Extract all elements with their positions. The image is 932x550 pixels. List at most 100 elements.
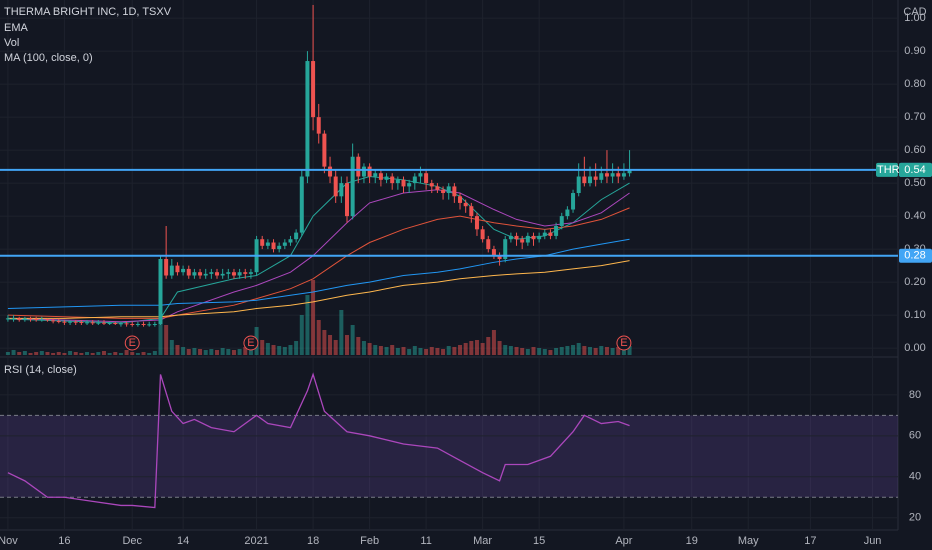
x-tick-label: May	[738, 535, 759, 547]
plot	[0, 4, 898, 509]
y-tick-label: 0.00	[904, 342, 925, 354]
volume-bar	[361, 341, 366, 355]
candle-body	[435, 186, 440, 190]
volume-bar	[344, 335, 349, 355]
volume-bar	[101, 351, 106, 355]
candle-body	[565, 209, 570, 217]
volume-bar	[175, 345, 180, 355]
volume-bar	[593, 348, 598, 355]
volume-bar	[559, 347, 564, 355]
candle-body	[181, 268, 186, 273]
volume-bar	[316, 320, 321, 355]
volume-bar	[503, 345, 508, 355]
x-tick-label: 14	[177, 535, 189, 547]
y-tick-label: 20	[909, 512, 921, 524]
candle-body	[28, 318, 33, 320]
candle-body	[339, 183, 344, 197]
volume-bar	[28, 353, 33, 355]
volume-bar	[158, 320, 163, 355]
candle-body	[373, 173, 378, 177]
candle-body	[192, 272, 197, 276]
candle-body	[17, 318, 22, 321]
x-tick-label: Nov	[0, 535, 18, 547]
candle-body	[593, 176, 598, 180]
volume-bar	[514, 347, 519, 355]
candle-body	[237, 272, 242, 276]
indicator-label: Vol	[4, 37, 19, 49]
volume-bar	[135, 353, 140, 355]
candle-body	[277, 245, 282, 250]
candle-body	[107, 323, 112, 325]
rsi-band	[0, 415, 898, 498]
candle-body	[215, 272, 220, 276]
volume-bar	[51, 353, 56, 355]
earnings-label: E	[247, 337, 254, 349]
candle-body	[361, 166, 366, 177]
volume-bar	[458, 345, 463, 355]
candle-body	[333, 176, 338, 197]
candle-body	[220, 273, 225, 276]
volume-bar	[339, 310, 344, 355]
volume-bar	[164, 325, 169, 355]
candle-body	[22, 318, 27, 321]
volume-bar	[401, 347, 406, 355]
candle-body	[554, 226, 559, 236]
candle-body	[344, 183, 349, 217]
candle-body	[198, 272, 203, 276]
candle-body	[452, 186, 457, 197]
candle-body	[288, 239, 293, 243]
currency: CAD	[903, 6, 926, 18]
candle-body	[34, 319, 39, 321]
volume-bar	[616, 347, 621, 355]
chart-title: THERMA BRIGHT INC, 1D, TSXV	[4, 6, 172, 18]
volume-bar	[571, 345, 576, 355]
candle-body	[62, 321, 67, 323]
volume-bar	[582, 346, 587, 355]
volume-bar	[294, 341, 299, 355]
indicator-label: EMA	[4, 22, 29, 34]
candle-body	[311, 61, 316, 118]
y-tick-label: 60	[909, 430, 921, 442]
volume-bar	[491, 330, 496, 355]
volume-bar	[565, 346, 570, 355]
volume-bar	[11, 350, 16, 355]
candle-body	[147, 324, 152, 326]
volume-bar	[305, 295, 310, 355]
volume-bar	[124, 350, 129, 355]
volume-bar	[271, 345, 276, 355]
candle-body	[576, 176, 581, 194]
volume-bar	[435, 348, 440, 355]
volume-bar	[367, 343, 372, 355]
candle-body	[418, 173, 423, 177]
volume-bar	[480, 343, 485, 355]
volume-bar	[525, 349, 530, 355]
volume-bar	[152, 351, 157, 355]
volume-bar	[277, 346, 282, 355]
volume-bar	[96, 352, 101, 355]
volume-bar	[328, 335, 333, 355]
moving-average	[7, 207, 630, 319]
candle-body	[548, 232, 553, 236]
x-tick-label: 19	[686, 535, 698, 547]
candle-body	[458, 196, 463, 203]
candle-body	[520, 239, 525, 243]
volume-bar	[56, 352, 61, 355]
earnings-marker	[243, 335, 259, 351]
candle-body	[424, 173, 429, 184]
candle-body	[203, 273, 208, 276]
candle-body	[604, 173, 609, 177]
candle-body	[525, 235, 530, 243]
volume-bar	[299, 315, 304, 355]
candle-body	[350, 156, 355, 217]
volume-bar	[85, 352, 90, 355]
volume-bar	[260, 340, 265, 355]
candle-body	[384, 176, 389, 180]
candle-body	[152, 324, 157, 326]
volume-bar	[226, 349, 231, 355]
candle-body	[209, 272, 214, 274]
candle-body	[164, 259, 169, 276]
volume-bar	[373, 345, 378, 355]
candle-body	[514, 235, 519, 240]
